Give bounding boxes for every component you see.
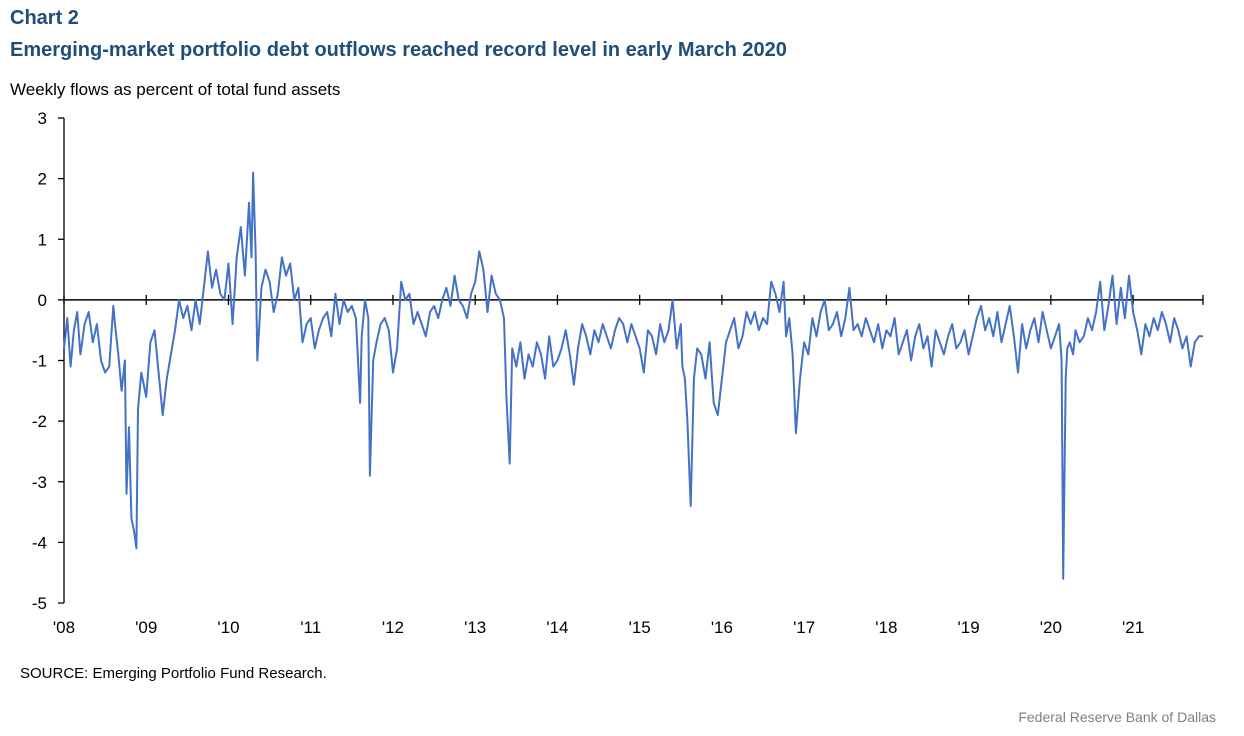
- x-tick-label: '12: [382, 618, 404, 637]
- series-layer: [63, 171, 1203, 580]
- y-tick-label: 3: [38, 109, 47, 128]
- x-tick-label: '13: [464, 618, 486, 637]
- source-note: SOURCE: Emerging Portfolio Fund Research…: [20, 665, 327, 682]
- x-tick-label: '19: [958, 618, 980, 637]
- y-tick-label: -3: [32, 473, 47, 492]
- x-tick-label: '21: [1122, 618, 1144, 637]
- y-tick-label: 0: [38, 291, 47, 310]
- x-tick-label: '08: [53, 618, 75, 637]
- chart-label: Chart 2: [10, 7, 79, 29]
- y-tick-label: -5: [32, 594, 47, 613]
- x-tick-label: '11: [300, 618, 321, 637]
- chart-title: Emerging-market portfolio debt outflows …: [10, 39, 787, 61]
- y-axis: 3 2 1 0 -1 -2 -3 -4 -5: [32, 109, 65, 613]
- y-axis-caption: Weekly flows as percent of total fund as…: [10, 80, 341, 99]
- y-tick-label: -1: [32, 352, 47, 371]
- x-tick-label: '16: [711, 618, 733, 637]
- x-tick-label: '10: [217, 618, 239, 637]
- x-tick-label: '14: [546, 618, 568, 637]
- x-tick-label: '17: [793, 618, 815, 637]
- x-axis: '08 '09 '10 '11 '12 '13 '14 '15 '16 '17 '18 '19 '20 '…: [53, 294, 1204, 637]
- series-line: [63, 171, 1203, 580]
- y-tick-label: -4: [32, 533, 47, 552]
- x-tick-label: '09: [135, 618, 157, 637]
- y-tick-label: -2: [32, 412, 47, 431]
- y-tick-label: 2: [38, 170, 47, 189]
- publisher-credit: Federal Reserve Bank of Dallas: [1018, 709, 1216, 725]
- y-tick-label: 1: [38, 230, 47, 249]
- x-tick-label: '18: [875, 618, 897, 637]
- x-tick-label: '15: [629, 618, 651, 637]
- x-tick-label: '20: [1040, 618, 1062, 637]
